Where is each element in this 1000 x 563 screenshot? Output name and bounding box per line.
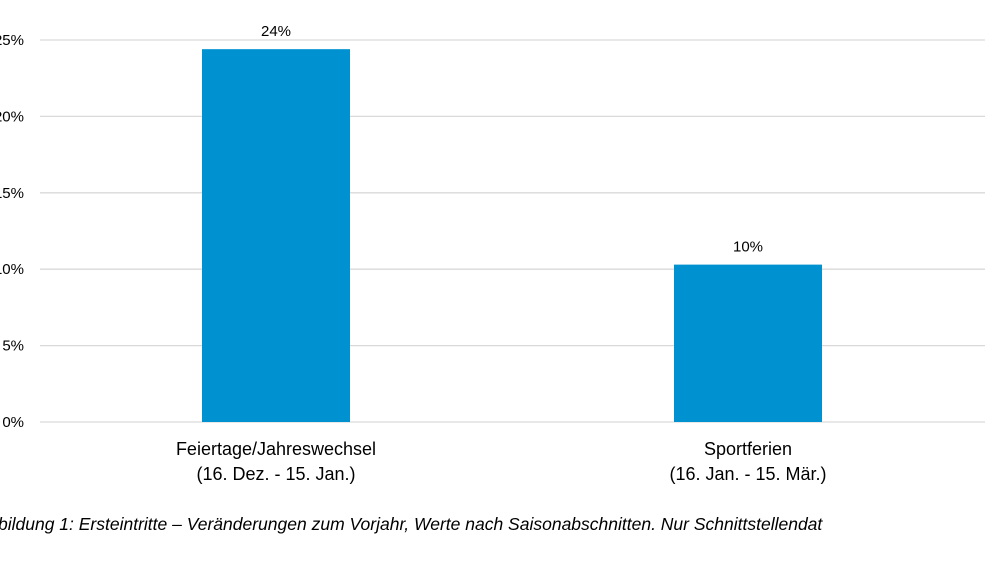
y-tick-label: 0%	[2, 414, 24, 431]
y-tick-label: 10%	[0, 261, 24, 278]
figure-caption: bildung 1: Ersteintritte – Veränderungen…	[0, 514, 823, 534]
x-tick-label: Sportferien	[704, 439, 792, 459]
bar-chart: 0% 5% 10% 15% 20% 25% 24% Feiertage/Jahreswechs…	[0, 23, 985, 484]
x-tick-label: (16. Jan. - 15. Mär.)	[669, 464, 826, 484]
y-tick-label: 20%	[0, 108, 24, 125]
y-tick-label: 25%	[0, 32, 24, 49]
bar	[202, 49, 350, 422]
data-label: 24%	[261, 23, 291, 40]
y-tick-label: 15%	[0, 185, 24, 202]
bar	[674, 264, 822, 422]
y-tick-label: 5%	[2, 338, 24, 355]
x-tick-label: (16. Dez. - 15. Jan.)	[196, 464, 355, 484]
data-label: 10%	[733, 239, 763, 256]
x-tick-label: Feiertage/Jahreswechsel	[176, 439, 376, 459]
